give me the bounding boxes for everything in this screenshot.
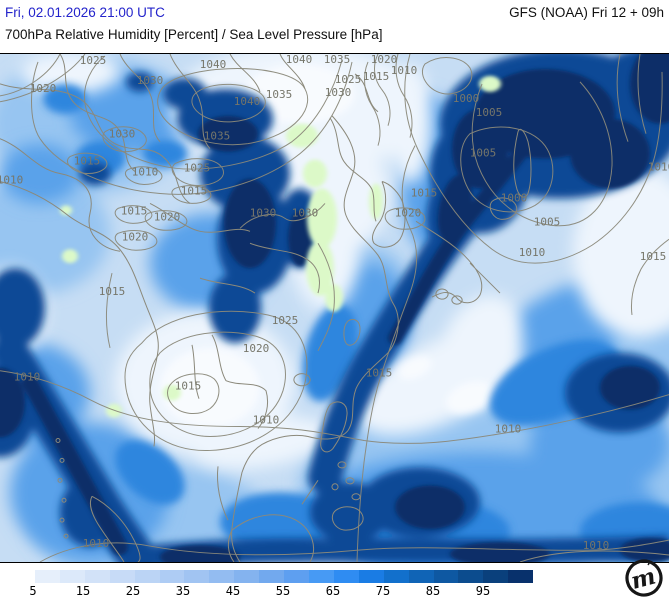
legend-tick-label: 45 bbox=[225, 584, 241, 598]
pressure-label: 1020 bbox=[122, 230, 148, 243]
legend-footer: 5 15 25 35 45 55 65 75 85 95 m ’ bbox=[0, 557, 669, 600]
pressure-label: 1020 bbox=[243, 342, 269, 355]
pressure-label: 1010 bbox=[495, 423, 521, 436]
isobar-contours bbox=[0, 54, 669, 562]
legend-swatch bbox=[184, 570, 210, 583]
pressure-label: 1025 bbox=[80, 54, 106, 67]
legend-tick-label: 95 bbox=[475, 584, 491, 598]
legend-swatch bbox=[59, 570, 85, 583]
legend-tick-label: 15 bbox=[75, 584, 91, 598]
pressure-label: 1005 bbox=[534, 215, 560, 228]
legend-tick-label: 5 bbox=[29, 584, 37, 598]
legend-swatch bbox=[358, 570, 384, 583]
coastlines bbox=[0, 54, 669, 562]
legend-tick-label: 65 bbox=[325, 584, 341, 598]
pressure-label: 1020 bbox=[154, 210, 180, 223]
legend-tick-label: 85 bbox=[425, 584, 441, 598]
pressure-labels: 1020102510301040103510401035103010151010… bbox=[0, 54, 669, 552]
pressure-label: 1015 bbox=[181, 184, 207, 197]
legend-swatch bbox=[35, 570, 60, 583]
datetime-text: Fri, 02.01.2026 21:00 UTC bbox=[5, 5, 165, 20]
legend-swatch bbox=[308, 570, 334, 583]
pressure-label: 1025 bbox=[335, 73, 361, 86]
pressure-label: 1005 bbox=[476, 106, 502, 119]
pressure-label: 1020 bbox=[371, 54, 397, 66]
legend-swatch bbox=[483, 570, 509, 583]
legend-bar bbox=[35, 570, 534, 583]
legend-tick-label: 35 bbox=[175, 584, 191, 598]
legend-tick-label: 55 bbox=[275, 584, 291, 598]
pressure-label: 1015 bbox=[175, 380, 201, 393]
pressure-label: 1020 bbox=[30, 82, 56, 95]
legend-swatch bbox=[433, 570, 459, 583]
pressure-label: 1040 bbox=[286, 54, 312, 66]
logo-circle-icon bbox=[625, 559, 663, 597]
pressure-label: 1000 bbox=[501, 191, 527, 204]
pressure-label: 1015 bbox=[74, 155, 100, 168]
pressure-label: 1010 bbox=[583, 539, 609, 552]
pressure-label: 1035 bbox=[266, 88, 292, 101]
pressure-label: 1010 bbox=[0, 174, 23, 187]
legend-swatch bbox=[408, 570, 434, 583]
pressure-label: 1010 bbox=[132, 166, 158, 179]
legend-swatch bbox=[458, 570, 484, 583]
legend-swatch bbox=[259, 570, 285, 583]
weather-map: 1020102510301040103510401035103010151010… bbox=[0, 53, 669, 563]
pressure-label: 1000 bbox=[453, 92, 479, 105]
pressure-label: 1025 bbox=[184, 162, 210, 175]
pressure-label: 1005 bbox=[470, 147, 496, 160]
pressure-label: 1040 bbox=[234, 95, 260, 108]
pressure-label: 1030 bbox=[292, 206, 318, 219]
logo-tick-glyph: ’ bbox=[645, 557, 655, 576]
pressure-label: 1010 bbox=[14, 371, 40, 384]
legend-swatch bbox=[159, 570, 185, 583]
pressure-label: 1030 bbox=[325, 86, 351, 99]
pressure-label: 1035 bbox=[204, 130, 230, 143]
legend-swatch bbox=[209, 570, 235, 583]
pressure-label: 1015 bbox=[366, 367, 392, 380]
legend-swatch bbox=[284, 570, 309, 583]
humidity-deep-cores bbox=[0, 54, 669, 562]
pressure-label: 1015 bbox=[121, 204, 147, 217]
pressure-label: 1010 bbox=[391, 64, 417, 77]
legend-swatch bbox=[109, 570, 135, 583]
map-title: 700hPa Relative Humidity [Percent] / Sea… bbox=[5, 27, 383, 42]
legend-tick-label: 75 bbox=[375, 584, 391, 598]
humidity-pressure-chart: 1020102510301040103510401035103010151010… bbox=[0, 54, 669, 562]
pressure-label: 1010 bbox=[519, 246, 545, 259]
pressure-label: 1030 bbox=[137, 74, 163, 87]
pressure-label: 1030 bbox=[250, 206, 276, 219]
legend-swatch bbox=[84, 570, 110, 583]
pressure-label: 1030 bbox=[109, 128, 135, 141]
provider-logo[interactable]: m ’ bbox=[623, 557, 665, 599]
legend-swatch bbox=[508, 570, 534, 583]
pressure-label: 1015 bbox=[411, 186, 437, 199]
header: Fri, 02.01.2026 21:00 UTC GFS (NOAA) Fri… bbox=[0, 0, 669, 53]
pressure-label: 1025 bbox=[272, 314, 298, 327]
pressure-label: 1010 bbox=[648, 161, 669, 174]
legend-swatch bbox=[383, 570, 409, 583]
pressure-label: 1015 bbox=[99, 285, 125, 298]
legend-swatch bbox=[134, 570, 160, 583]
pressure-label: 1010 bbox=[83, 537, 109, 550]
legend-swatch bbox=[333, 570, 359, 583]
pressure-label: 1035 bbox=[324, 54, 350, 66]
pressure-label: 1020 bbox=[395, 206, 421, 219]
pressure-label: 1040 bbox=[200, 58, 226, 71]
humidity-driest-cores bbox=[160, 63, 495, 428]
model-run-text: GFS (NOAA) Fri 12 + 09h bbox=[509, 5, 664, 20]
pressure-label: 1010 bbox=[253, 414, 279, 427]
legend-tick-label: 25 bbox=[125, 584, 141, 598]
pressure-label: 1015 bbox=[640, 250, 666, 263]
legend-ticks: 5 15 25 35 45 55 65 75 85 95 bbox=[0, 584, 560, 598]
pressure-label: 1015 bbox=[363, 70, 389, 83]
legend-swatch bbox=[234, 570, 260, 583]
